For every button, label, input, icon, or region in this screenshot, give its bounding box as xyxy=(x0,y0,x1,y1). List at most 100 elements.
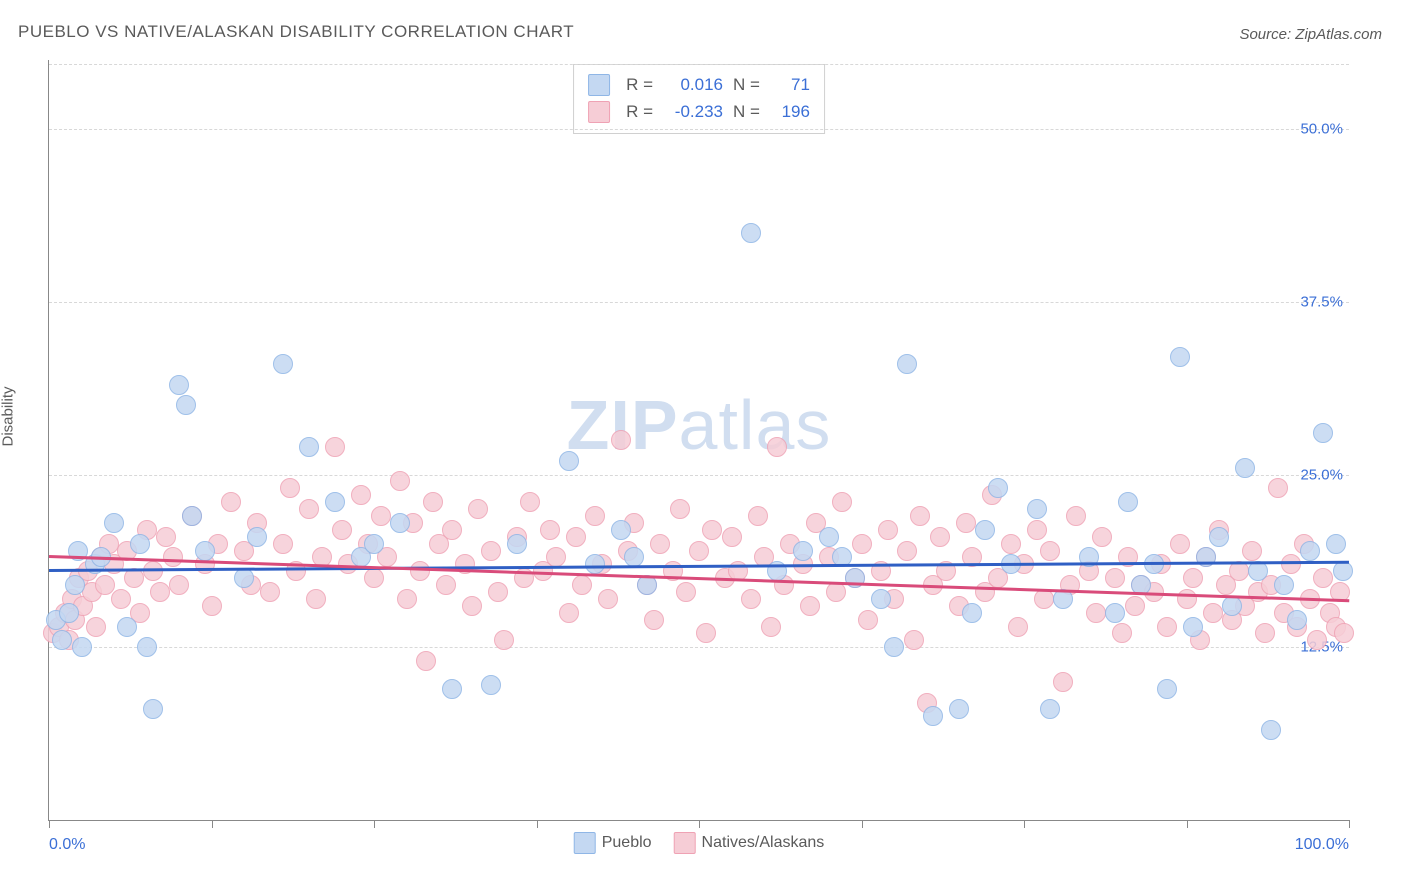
data-point xyxy=(611,430,631,450)
data-point xyxy=(819,527,839,547)
y-tick-label: 37.5% xyxy=(1300,293,1343,310)
data-point xyxy=(949,699,969,719)
legend-item-pueblo: Pueblo xyxy=(574,832,652,854)
data-point xyxy=(364,568,384,588)
data-point xyxy=(1118,492,1138,512)
data-point xyxy=(364,534,384,554)
data-point xyxy=(1092,527,1112,547)
data-point xyxy=(546,547,566,567)
data-point xyxy=(137,637,157,657)
data-point xyxy=(962,603,982,623)
data-point xyxy=(1112,623,1132,643)
data-point xyxy=(332,520,352,540)
data-point xyxy=(397,589,417,609)
data-point xyxy=(1157,679,1177,699)
data-point xyxy=(52,630,72,650)
swatch-natives xyxy=(588,101,610,123)
data-point xyxy=(299,499,319,519)
data-point xyxy=(741,589,761,609)
data-point xyxy=(273,534,293,554)
data-point xyxy=(468,499,488,519)
x-axis-min-label: 0.0% xyxy=(49,836,85,854)
watermark-rest: atlas xyxy=(679,386,832,464)
data-point xyxy=(559,451,579,471)
y-tick-label: 50.0% xyxy=(1300,121,1343,138)
data-point xyxy=(234,568,254,588)
data-point xyxy=(202,596,222,616)
data-point xyxy=(306,589,326,609)
data-point xyxy=(1183,617,1203,637)
data-point xyxy=(897,354,917,374)
r-value-natives: -0.233 xyxy=(663,98,723,125)
data-point xyxy=(169,375,189,395)
data-point xyxy=(481,541,501,561)
data-point xyxy=(143,699,163,719)
data-point xyxy=(910,506,930,526)
data-point xyxy=(988,478,1008,498)
gridline xyxy=(49,475,1349,476)
data-point xyxy=(1170,534,1190,554)
data-point xyxy=(1027,520,1047,540)
data-point xyxy=(761,617,781,637)
data-point xyxy=(86,617,106,637)
x-tick xyxy=(537,820,538,828)
gridline xyxy=(49,302,1349,303)
data-point xyxy=(1235,458,1255,478)
n-label: N = xyxy=(733,71,760,98)
data-point xyxy=(956,513,976,533)
data-point xyxy=(280,478,300,498)
data-point xyxy=(150,582,170,602)
data-point xyxy=(1066,506,1086,526)
r-label: R = xyxy=(626,71,653,98)
data-point xyxy=(689,541,709,561)
legend-row-pueblo: R = 0.016 N = 71 xyxy=(588,71,810,98)
legend-label-natives: Natives/Alaskans xyxy=(702,834,825,851)
data-point xyxy=(748,506,768,526)
data-point xyxy=(390,471,410,491)
data-point xyxy=(1274,575,1294,595)
data-point xyxy=(462,596,482,616)
data-point xyxy=(1255,623,1275,643)
data-point xyxy=(1268,478,1288,498)
data-point xyxy=(878,520,898,540)
data-point xyxy=(442,679,462,699)
data-point xyxy=(1203,603,1223,623)
data-point xyxy=(169,575,189,595)
series-legend: Pueblo Natives/Alaskans xyxy=(574,832,825,854)
data-point xyxy=(676,582,696,602)
data-point xyxy=(793,541,813,561)
data-point xyxy=(1261,720,1281,740)
data-point xyxy=(871,589,891,609)
data-point xyxy=(1177,589,1197,609)
legend-label-pueblo: Pueblo xyxy=(602,834,652,851)
data-point xyxy=(1242,541,1262,561)
r-value-pueblo: 0.016 xyxy=(663,71,723,98)
gridline xyxy=(49,129,1349,130)
data-point xyxy=(260,582,280,602)
data-point xyxy=(702,520,722,540)
swatch-pueblo xyxy=(588,74,610,96)
data-point xyxy=(884,637,904,657)
data-point xyxy=(436,575,456,595)
data-point xyxy=(507,534,527,554)
data-point xyxy=(481,675,501,695)
data-point xyxy=(832,492,852,512)
legend-row-natives: R = -0.233 N = 196 xyxy=(588,98,810,125)
watermark-bold: ZIP xyxy=(567,386,679,464)
legend-item-natives: Natives/Alaskans xyxy=(674,832,825,854)
data-point xyxy=(1183,568,1203,588)
data-point xyxy=(1222,596,1242,616)
data-point xyxy=(930,527,950,547)
data-point xyxy=(904,630,924,650)
data-point xyxy=(494,630,514,650)
data-point xyxy=(611,520,631,540)
data-point xyxy=(1313,568,1333,588)
data-point xyxy=(72,637,92,657)
data-point xyxy=(221,492,241,512)
data-point xyxy=(1027,499,1047,519)
data-point xyxy=(975,520,995,540)
data-point xyxy=(722,527,742,547)
y-axis-label: Disability xyxy=(0,386,17,446)
x-tick xyxy=(212,820,213,828)
plot-area: ZIPatlas R = 0.016 N = 71 R = -0.233 N =… xyxy=(48,60,1349,821)
